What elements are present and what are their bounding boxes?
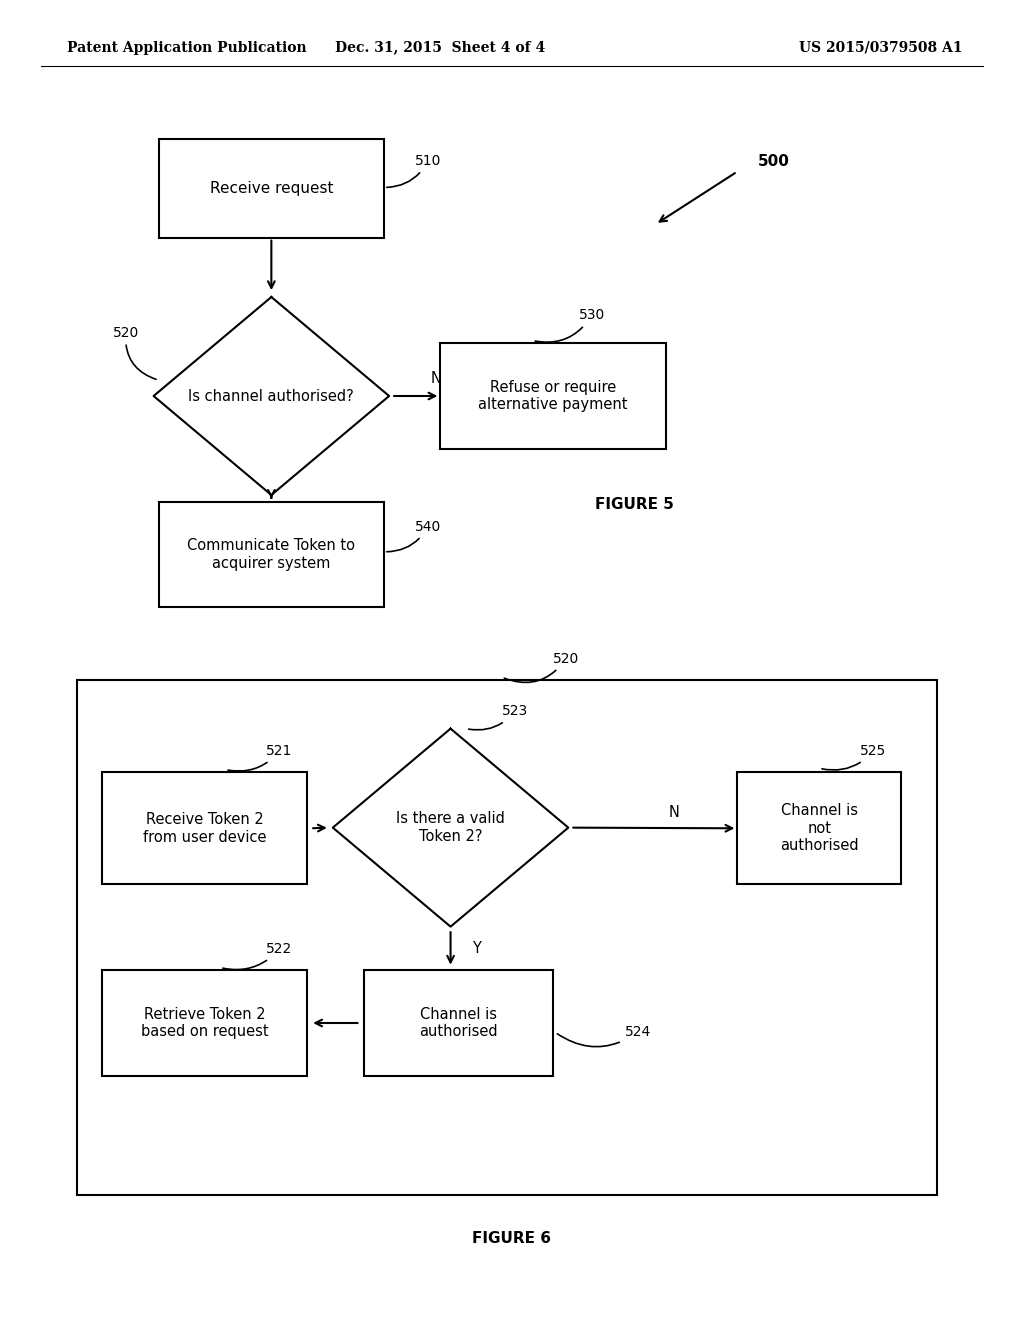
- Text: 522: 522: [223, 942, 293, 970]
- Text: 500: 500: [758, 153, 790, 169]
- Text: Channel is
not
authorised: Channel is not authorised: [780, 804, 858, 853]
- FancyBboxPatch shape: [440, 343, 666, 449]
- Text: Receive Token 2
from user device: Receive Token 2 from user device: [143, 812, 266, 845]
- Text: Refuse or require
alternative payment: Refuse or require alternative payment: [478, 380, 628, 412]
- Text: 524: 524: [557, 1026, 651, 1047]
- Text: Channel is
authorised: Channel is authorised: [419, 1007, 498, 1039]
- Text: 520: 520: [505, 652, 580, 682]
- Text: 520: 520: [113, 326, 156, 379]
- Text: Y: Y: [472, 941, 480, 956]
- Text: N: N: [431, 371, 441, 387]
- Text: 510: 510: [387, 154, 441, 187]
- FancyBboxPatch shape: [159, 502, 384, 607]
- Text: Is channel authorised?: Is channel authorised?: [188, 388, 354, 404]
- Text: Communicate Token to
acquirer system: Communicate Token to acquirer system: [187, 539, 355, 570]
- Text: 525: 525: [822, 744, 887, 770]
- Text: 521: 521: [228, 744, 293, 771]
- FancyBboxPatch shape: [102, 970, 307, 1076]
- Text: Receive request: Receive request: [210, 181, 333, 195]
- Text: 530: 530: [536, 309, 605, 342]
- Text: Patent Application Publication: Patent Application Publication: [67, 41, 306, 54]
- Text: 523: 523: [469, 705, 528, 730]
- FancyBboxPatch shape: [159, 139, 384, 238]
- FancyBboxPatch shape: [364, 970, 553, 1076]
- Text: Retrieve Token 2
based on request: Retrieve Token 2 based on request: [141, 1007, 268, 1039]
- FancyBboxPatch shape: [737, 772, 901, 884]
- Text: Is there a valid
Token 2?: Is there a valid Token 2?: [396, 812, 505, 843]
- Text: N: N: [669, 805, 680, 820]
- Text: 540: 540: [387, 520, 441, 552]
- Text: FIGURE 5: FIGURE 5: [595, 496, 675, 512]
- Text: Dec. 31, 2015  Sheet 4 of 4: Dec. 31, 2015 Sheet 4 of 4: [335, 41, 546, 54]
- Text: US 2015/0379508 A1: US 2015/0379508 A1: [799, 41, 963, 54]
- FancyBboxPatch shape: [102, 772, 307, 884]
- Text: FIGURE 6: FIGURE 6: [472, 1230, 552, 1246]
- FancyBboxPatch shape: [77, 680, 937, 1195]
